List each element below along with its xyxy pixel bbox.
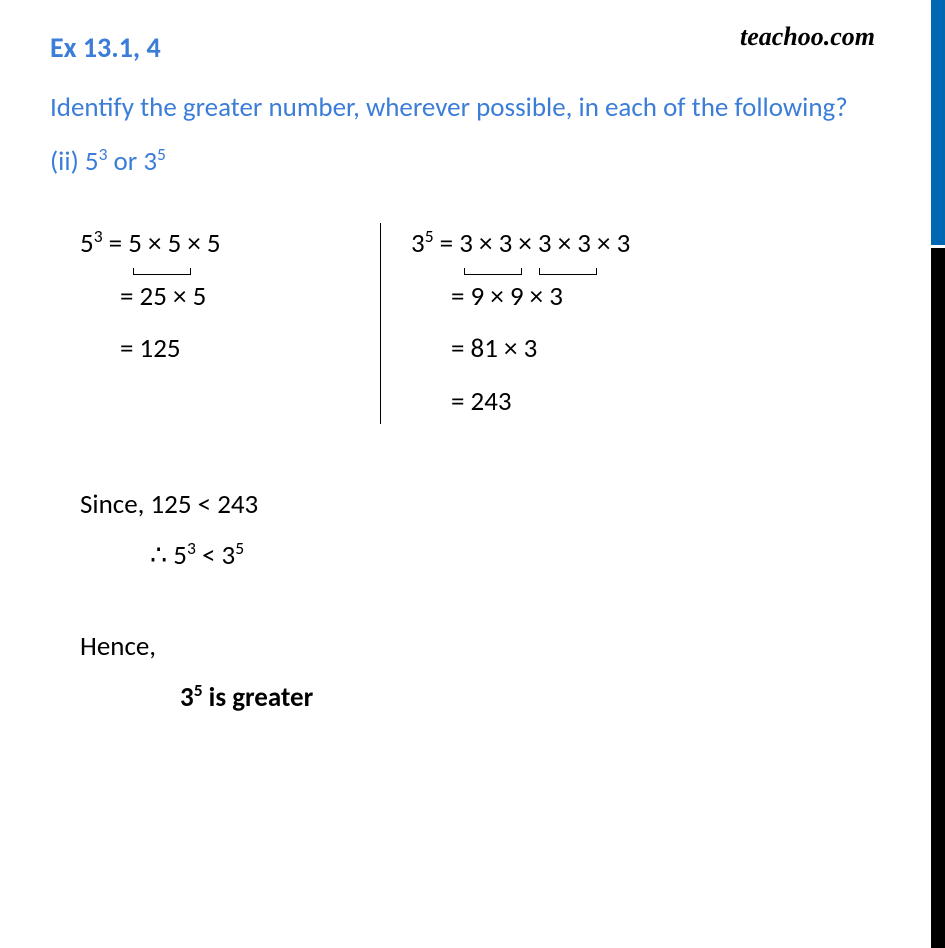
work-area: 53 = 5 × 5 × 5 = 25 × 5 = 125 35 = 3 × 3… <box>80 218 895 429</box>
left-line1: 53 = 5 × 5 × 5 <box>80 218 380 271</box>
c2a: ∴ 5 <box>150 539 187 572</box>
hence-block: Hence, 35 is greater <box>80 621 895 724</box>
right-line2: = 9 × 9 × 3 <box>451 271 630 324</box>
hence-label: Hence, <box>80 621 895 672</box>
conclusion-line2: ∴ 53 < 35 <box>150 530 895 581</box>
c2b-exp: 5 <box>235 537 244 559</box>
r1-base: 3 <box>411 227 425 260</box>
left-line2: = 25 × 5 <box>120 271 380 324</box>
bracket-r1 <box>464 268 522 275</box>
right-line4: = 243 <box>451 376 630 429</box>
final-a: 3 <box>180 681 194 714</box>
l1-exp: 3 <box>94 225 103 247</box>
left-column: 53 = 5 × 5 × 5 = 25 × 5 = 125 <box>80 218 380 376</box>
bracket-r2 <box>539 268 597 275</box>
conclusion-line1: Since, 125 < 243 <box>80 479 895 530</box>
final-answer: 35 is greater <box>180 672 895 723</box>
page-content: teachoo.com Ex 13.1, 4 Identify the grea… <box>0 0 945 754</box>
final-b: is greater <box>203 681 314 714</box>
question-text: Identify the greater number, wherever po… <box>50 83 895 133</box>
subpart-prefix: (ii) 5 <box>50 145 99 178</box>
subpart-exp2: 5 <box>157 143 166 165</box>
right-column: 35 = 3 × 3 × 3 × 3 × 3 = 9 × 9 × 3 = 81 … <box>411 218 630 429</box>
subpart-mid: or 3 <box>107 145 157 178</box>
left-line3: = 125 <box>120 323 380 376</box>
watermark-text: teachoo.com <box>740 22 875 52</box>
vertical-divider <box>380 223 381 424</box>
r1-exp: 5 <box>425 225 434 247</box>
c2b: < 3 <box>196 539 235 572</box>
l1-rest: = 5 × 5 × 5 <box>103 227 221 260</box>
bracket-left <box>133 268 191 275</box>
subpart-label: (ii) 53 or 35 <box>50 143 895 178</box>
right-line1: 35 = 3 × 3 × 3 × 3 × 3 <box>411 218 630 271</box>
l1-base: 5 <box>80 227 94 260</box>
final-a-exp: 5 <box>194 679 203 701</box>
right-line3: = 81 × 3 <box>451 323 630 376</box>
r1-rest: = 3 × 3 × 3 × 3 × 3 <box>434 227 631 260</box>
conclusion-block: Since, 125 < 243 ∴ 53 < 35 Hence, 35 is … <box>80 479 895 724</box>
c2a-exp: 3 <box>187 537 196 559</box>
